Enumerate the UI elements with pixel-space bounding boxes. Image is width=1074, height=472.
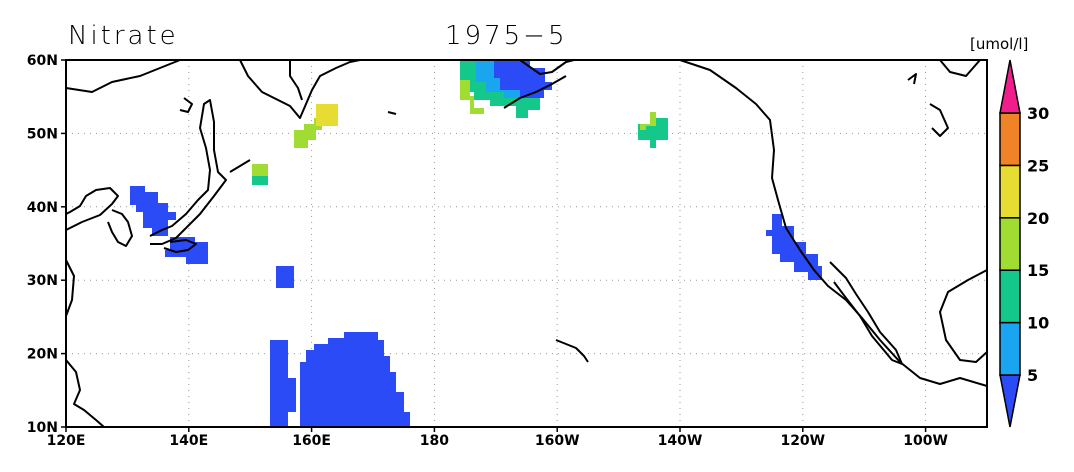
lat-label: 50N bbox=[27, 126, 58, 142]
colorbar-label: 20 bbox=[1027, 209, 1049, 228]
lat-label: 40N bbox=[27, 200, 58, 216]
colorbar-segment bbox=[999, 164, 1021, 219]
lon-label: 120E bbox=[47, 433, 86, 449]
colorbar-label: 30 bbox=[1027, 104, 1049, 123]
map-frame bbox=[65, 59, 988, 428]
colorbar-segment bbox=[999, 321, 1021, 376]
colorbar-below bbox=[999, 374, 1021, 428]
lon-label: 180 bbox=[420, 433, 449, 449]
colorbar-segment bbox=[999, 269, 1021, 324]
colorbar-segment bbox=[999, 217, 1021, 271]
lat-label: 20N bbox=[27, 347, 58, 363]
data-patches bbox=[130, 60, 822, 427]
unit: [umol/l] bbox=[970, 35, 1028, 53]
lon-label: 160W bbox=[535, 433, 580, 449]
lon-label: 140W bbox=[658, 433, 703, 449]
colorbar-segment bbox=[999, 112, 1021, 167]
colorbar-label: 5 bbox=[1027, 366, 1038, 385]
lon-label: 120W bbox=[780, 433, 825, 449]
date: 1975−5 bbox=[445, 21, 568, 51]
lat-label: 60N bbox=[27, 53, 58, 69]
lat-label: 30N bbox=[27, 273, 58, 289]
lat-label: 10N bbox=[27, 420, 58, 436]
coastlines bbox=[65, 59, 988, 428]
colorbar-above bbox=[999, 59, 1021, 114]
lon-label: 140E bbox=[169, 433, 208, 449]
colorbar-label: 15 bbox=[1027, 261, 1049, 280]
lon-label: 100W bbox=[903, 433, 948, 449]
lon-label: 160E bbox=[292, 433, 331, 449]
colorbar-label: 10 bbox=[1027, 314, 1049, 333]
title: Nitrate bbox=[68, 21, 179, 51]
colorbar-label: 25 bbox=[1027, 156, 1049, 175]
